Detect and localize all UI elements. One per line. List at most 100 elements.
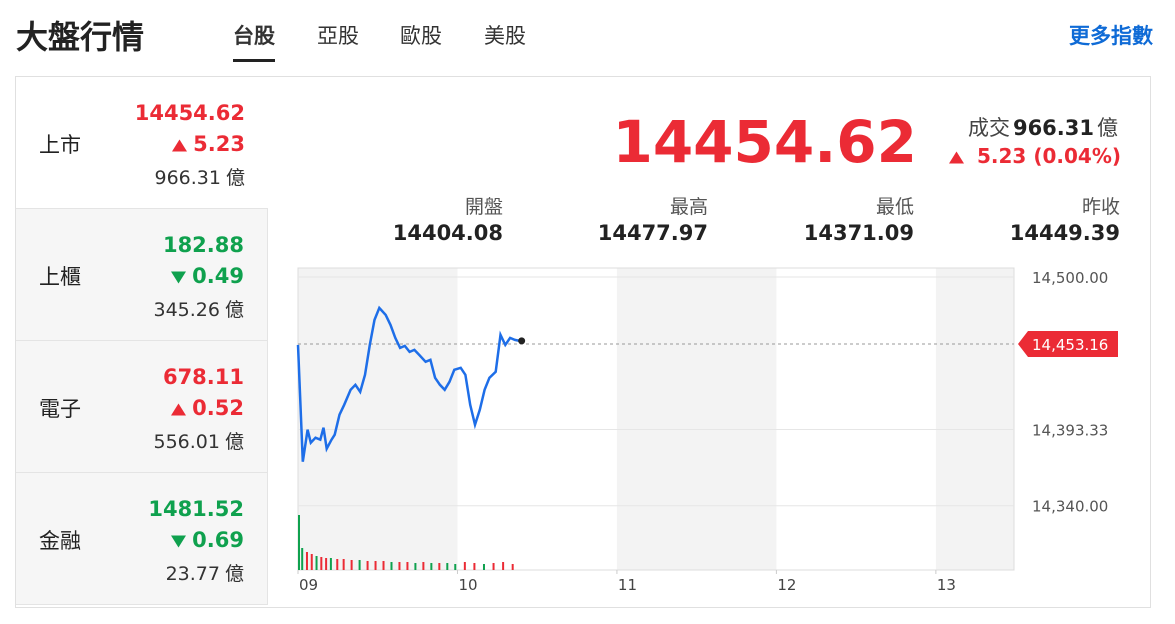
market-change: 5.23 [172, 132, 245, 156]
volume-unit: 億 [225, 167, 245, 189]
volume-bar [374, 561, 377, 570]
market-volume: 966.31 億 [155, 163, 246, 190]
market-row[interactable]: 金融 1481.52 0.69 23.77 億 [16, 473, 268, 605]
volume-value: 23.77 [165, 563, 220, 585]
y-tick-label: 14,500.00 [1032, 269, 1108, 287]
x-tick-label: 12 [777, 576, 796, 594]
volume-bar [502, 562, 505, 570]
market-change: 0.69 [171, 528, 244, 552]
volume-label: 成交 [967, 116, 1010, 140]
change-value: 0.49 [192, 264, 244, 288]
x-tick-label: 09 [299, 576, 318, 594]
stat-value: 14371.09 [803, 221, 914, 245]
price-line [296, 305, 520, 462]
market-volume: 556.01 億 [154, 427, 245, 454]
volume-bar [390, 562, 393, 570]
card [15, 76, 1151, 608]
market-row[interactable]: 電子 678.11 0.52 556.01 億 [16, 341, 268, 473]
plot-frame [297, 267, 1015, 571]
change-value: 5.23 [193, 132, 245, 156]
trend-triangle [171, 403, 187, 415]
volume-bar [358, 560, 361, 570]
session-band [298, 268, 458, 570]
market-name: 電子 [39, 397, 81, 421]
volume-value: 966.31 [154, 167, 221, 189]
page-title: 大盤行情 [16, 18, 145, 56]
volume-bar [325, 558, 328, 570]
volume-bar [422, 562, 425, 570]
market-row[interactable]: 上市 14454.62 5.23 966.31 億 [16, 77, 268, 209]
volume-bar [382, 561, 385, 570]
volume-bar [298, 515, 300, 570]
volume-bar [398, 562, 401, 570]
volume-bar [320, 557, 323, 570]
volume-bar [336, 559, 339, 570]
last-point [518, 337, 526, 345]
volume-bar [446, 563, 449, 570]
stat-value: 14449.39 [1009, 221, 1120, 245]
volume-bar [301, 548, 304, 570]
change-value: 0.69 [192, 528, 244, 552]
volume-value: 345.26 [153, 299, 220, 321]
volume-unit: 億 [1097, 116, 1118, 140]
market-row[interactable]: 上櫃 182.88 0.49 345.26 億 [16, 209, 268, 341]
market-name: 上櫃 [39, 265, 81, 289]
trend-triangle [171, 271, 187, 283]
volume-bar [366, 561, 369, 570]
session-band [616, 268, 777, 570]
current-label: 14,453.16 [1032, 336, 1108, 354]
stat-label: 最低 [875, 196, 914, 218]
volume-bar [511, 564, 514, 570]
change: 5.23 (0.04%) [949, 144, 1121, 168]
change-pct: (0.04%) [1033, 144, 1121, 168]
market-change: 0.52 [171, 396, 244, 420]
y-tick-label: 14,340.00 [1032, 498, 1108, 516]
current-tag [1018, 330, 1118, 357]
volume-bar [342, 559, 345, 570]
stat-value: 14404.08 [392, 221, 503, 245]
tab[interactable]: 歐股 [400, 24, 442, 48]
market-name: 上市 [39, 133, 81, 157]
volume-bar [310, 554, 313, 570]
stat-label: 昨收 [1081, 196, 1120, 218]
stat-label: 開盤 [464, 196, 503, 218]
volume: 成交 966.31 億 [965, 112, 1121, 142]
volume-unit: 億 [224, 431, 244, 453]
stat-label: 最高 [669, 196, 708, 218]
market-price: 1481.52 [148, 497, 244, 521]
volume-bar [473, 563, 476, 570]
tab[interactable]: 美股 [484, 24, 526, 48]
stat-value: 14477.97 [597, 221, 708, 245]
tab[interactable]: 亞股 [317, 24, 359, 48]
market-volume: 23.77 億 [166, 559, 244, 586]
trend-icon [949, 144, 970, 168]
market-name: 金融 [39, 529, 81, 553]
change-value: 0.52 [192, 396, 244, 420]
market-volume: 345.26 億 [154, 295, 245, 322]
x-tick-label: 13 [937, 576, 956, 594]
volume-bar [315, 556, 318, 570]
index-price: 14454.62 [612, 108, 917, 176]
volume-bar [492, 563, 495, 570]
tab[interactable]: 台股 [233, 20, 275, 62]
y-tick-label: 14,393.33 [1032, 421, 1108, 439]
volume-bar [430, 563, 433, 570]
volume-bar [329, 558, 332, 570]
market-price: 182.88 [162, 233, 244, 257]
volume-bar [350, 560, 353, 570]
volume-bar [414, 563, 417, 570]
x-tick-label: 11 [618, 576, 637, 594]
volume-value: 556.01 [153, 431, 220, 453]
volume-value: 966.31 [1012, 116, 1094, 140]
trend-triangle [172, 139, 188, 151]
session-band [935, 268, 1014, 570]
x-tick-label: 10 [458, 576, 477, 594]
volume-unit: 億 [224, 299, 244, 321]
trend-triangle [171, 535, 187, 547]
volume-bar [463, 562, 466, 570]
more-link[interactable]: 更多指數 [1069, 24, 1153, 48]
change-value: 5.23 [977, 144, 1027, 168]
market-change: 0.49 [171, 264, 244, 288]
trend-triangle [949, 151, 965, 164]
